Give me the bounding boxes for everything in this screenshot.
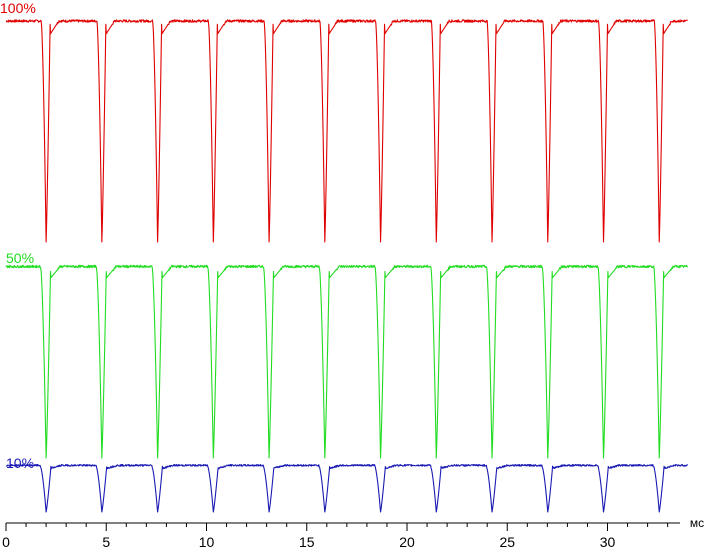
x-tick-label: 5: [102, 534, 110, 550]
x-tick-label: 30: [600, 534, 616, 550]
series-line-3: [5, 463, 689, 513]
x-tick-label: 20: [399, 534, 415, 550]
series-label-1: 100%: [0, 0, 36, 16]
series-line-2: [5, 264, 688, 459]
series-label-2: 50%: [6, 250, 34, 266]
series-labels: 100% 50% 10%: [0, 0, 36, 471]
x-tick-label: 0: [2, 534, 10, 550]
series-line-1: [5, 19, 688, 243]
series-label-3: 10%: [6, 455, 34, 471]
x-axis-unit-label: мс: [690, 516, 704, 530]
x-tick-label: 10: [199, 534, 215, 550]
traces-layer: [5, 19, 689, 513]
x-axis: 0 5 10 15 20 25 30 мс: [2, 516, 704, 550]
x-tick-label: 25: [499, 534, 515, 550]
x-tick-label: 15: [299, 534, 315, 550]
